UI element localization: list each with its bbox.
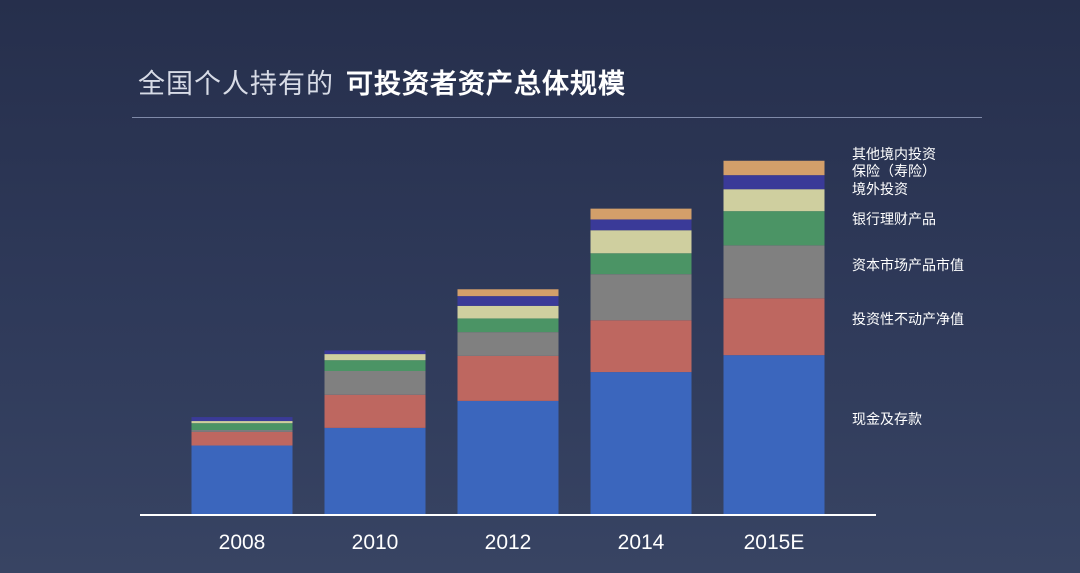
bar-segment-2008-4: [191, 421, 293, 424]
bar-segment-2015E-4: [723, 189, 825, 212]
bar-segment-2014-2: [590, 274, 692, 321]
bar-segment-2015E-1: [723, 298, 825, 356]
bar-segment-2012-5: [457, 296, 559, 306]
chart-title: 全国个人持有的 可投资者资产总体规模: [138, 62, 626, 101]
bar-segment-2014-5: [590, 219, 692, 231]
bar-segment-2015E-0: [723, 355, 825, 515]
bar-segment-2012-6: [457, 289, 559, 297]
bar-segment-2008-0: [191, 445, 293, 515]
bar-stack-2012: [457, 289, 559, 515]
bar-segment-2014-6: [590, 208, 692, 220]
legend-label: 银行理财产品: [852, 212, 936, 228]
bar-segment-2010-2: [324, 371, 426, 395]
bar-segment-2015E-5: [723, 175, 825, 190]
legend-label: 投资性不动产净值: [852, 312, 964, 328]
x-tick-label: 2015E: [744, 531, 805, 554]
bar-segment-2014-0: [590, 372, 692, 515]
bar-segment-2012-0: [457, 400, 559, 515]
bar-segment-2010-0: [324, 427, 426, 515]
bar-segment-2015E-2: [723, 245, 825, 299]
bar-segment-2015E-6: [723, 160, 825, 176]
bar-segment-2010-1: [324, 394, 426, 428]
bar-segment-2015E-3: [723, 211, 825, 246]
bar-segment-2010-4: [324, 354, 426, 361]
bar-segment-2008-5: [191, 417, 293, 422]
bar-segment-2012-1: [457, 355, 559, 401]
legend-label: 境外投资: [852, 182, 908, 198]
bar-stack-2008: [191, 417, 293, 515]
bar-segment-2010-5: [324, 350, 426, 355]
x-tick-label: 2010: [352, 531, 399, 554]
bar-stack-2014: [590, 208, 692, 515]
bar-segment-2014-4: [590, 230, 692, 254]
bar-segment-2010-3: [324, 360, 426, 371]
bar-stack-2015E: [723, 160, 825, 515]
legend-label: 保险（寿险）: [852, 163, 936, 180]
bar-segment-2008-3: [191, 423, 293, 431]
chart-title-bold: 可投资者资产总体规模: [346, 69, 626, 100]
legend-label: 现金及存款: [852, 412, 922, 428]
bar-stack-2010: [324, 350, 426, 515]
bar-segment-2014-3: [590, 253, 692, 275]
title-divider: [132, 117, 982, 118]
bar-segment-2012-2: [457, 332, 559, 356]
chart-title-light: 全国个人持有的: [138, 69, 334, 100]
x-tick-label: 2008: [219, 531, 266, 554]
bar-segment-2008-1: [191, 431, 293, 446]
bar-segment-2012-3: [457, 318, 559, 333]
bar-segment-2014-1: [590, 320, 692, 373]
x-tick-label: 2014: [618, 531, 665, 554]
bar-segment-2012-4: [457, 305, 559, 319]
legend-label: 资本市场产品市值: [852, 257, 964, 274]
legend-label: 其他境内投资: [852, 147, 936, 163]
bar-segment-2008-2: [191, 430, 293, 432]
x-tick-label: 2012: [485, 531, 532, 554]
